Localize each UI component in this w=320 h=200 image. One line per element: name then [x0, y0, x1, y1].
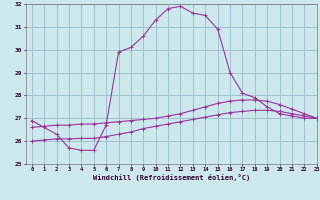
X-axis label: Windchill (Refroidissement éolien,°C): Windchill (Refroidissement éolien,°C) — [92, 174, 250, 181]
